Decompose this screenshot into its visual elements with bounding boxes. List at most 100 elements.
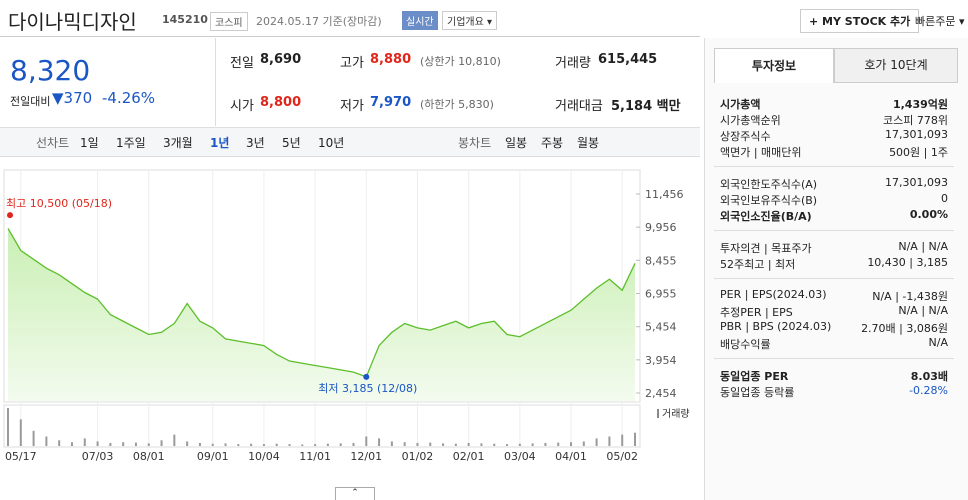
period-tab[interactable]: 3년: [246, 136, 265, 150]
info-value: 17,301,093: [885, 128, 948, 141]
volume-bar: [109, 442, 112, 446]
company-label: 기업개요: [447, 17, 484, 28]
info-label: 상장주식수: [720, 130, 771, 143]
divider: [0, 36, 700, 37]
period-tab[interactable]: 5년: [282, 136, 301, 150]
volume-bar: [557, 442, 560, 446]
market-badge: 코스피: [210, 12, 248, 31]
x-tick-label: 05/17: [5, 450, 37, 463]
volume-bar: [262, 444, 265, 446]
info-value: 0: [941, 192, 948, 205]
x-tick-label: 12/01: [350, 450, 382, 463]
section-divider: [714, 166, 954, 167]
volume-bar: [595, 438, 598, 446]
volume-bar: [403, 442, 406, 446]
info-value: 2.70배 | 3,086원: [861, 322, 948, 335]
volume-bar: [160, 440, 163, 446]
low-marker: [363, 373, 370, 380]
info-label: 추정PER | EPS: [720, 306, 793, 319]
period-tab[interactable]: 1년: [210, 136, 230, 150]
info-label: 시가총액순위: [720, 114, 781, 127]
volume-bar: [45, 436, 48, 446]
info-row: PER | EPS(2024.03) N/A | -1,438원: [714, 288, 954, 304]
stat-label: 거래대금: [555, 99, 603, 114]
change: ▼370: [52, 89, 93, 107]
y-tick-label: 3,954: [645, 354, 677, 367]
volume-bar: [429, 442, 432, 446]
side-tab[interactable]: 호가 10단계: [834, 48, 958, 83]
info-row: 배당수익률 N/A: [714, 336, 954, 352]
volume-bar: [442, 443, 445, 446]
stat-extra: (하한가 5,830): [420, 98, 494, 111]
volume-bar: [173, 434, 176, 446]
info-label: 투자의견 | 목표주가: [720, 242, 812, 255]
stat-label: 거래량: [555, 56, 591, 71]
info-value: 500원 | 1주: [889, 146, 948, 159]
x-tick-label: 07/03: [82, 450, 114, 463]
volume-bar: [250, 443, 253, 446]
info-row: PBR | BPS (2024.03) 2.70배 | 3,086원: [714, 320, 954, 336]
x-tick-label: 09/01: [197, 450, 229, 463]
volume-bar: [570, 442, 573, 446]
x-tick-label: 02/01: [453, 450, 485, 463]
low-label: 최저 3,185 (12/08): [318, 382, 417, 395]
volume-bar: [134, 442, 137, 446]
info-value: N/A | N/A: [898, 240, 948, 253]
volume-frame: [3, 404, 641, 448]
info-row: 추정PER | EPS N/A | N/A: [714, 304, 954, 320]
y-tick-label: 8,455: [645, 254, 677, 267]
info-label: 외국인소진율(B/A): [720, 210, 812, 223]
x-tick-label: 10/04: [248, 450, 280, 463]
stat-value: 5,184 백만: [611, 99, 681, 114]
stat-value: 615,445: [598, 52, 658, 67]
side-tab[interactable]: 투자정보: [714, 48, 834, 83]
candle-tab[interactable]: 월봉: [577, 136, 600, 150]
price-line: [7, 228, 636, 378]
volume-bar: [608, 436, 611, 446]
volume-bar: [493, 443, 496, 446]
info-label: 배당수익률: [720, 338, 771, 351]
tab-bar: [0, 127, 700, 157]
volume-bar: [544, 442, 547, 446]
collapse-button[interactable]: ⌃: [335, 487, 375, 500]
chart-frame: [3, 169, 641, 403]
volume-bar: [339, 443, 342, 446]
volume-bar: [531, 443, 534, 446]
volume-bar: [198, 442, 201, 446]
area: [8, 228, 635, 401]
info-row: 투자의견 | 목표주가 N/A | N/A: [714, 240, 954, 256]
period-tab[interactable]: 1주일: [116, 136, 146, 150]
realtime-badge[interactable]: 실시간: [402, 11, 438, 30]
period-tab[interactable]: 10년: [318, 136, 345, 150]
candle-tab[interactable]: 일봉: [505, 136, 528, 150]
stock-name: 다이나믹디자인: [8, 10, 137, 34]
date: 2024.05.17 기준(장마감): [256, 15, 382, 28]
volume-bar: [454, 443, 457, 446]
x-tick-label: 01/02: [402, 450, 434, 463]
info-row: 시가총액 1,439억원: [714, 96, 954, 112]
volume-bar: [352, 442, 355, 446]
x-tick-label: 11/01: [299, 450, 331, 463]
quick-order[interactable]: 빠른주문 ▾: [915, 15, 965, 28]
volume-bar: [96, 441, 99, 446]
info-value: 17,301,093: [885, 176, 948, 189]
period-tab[interactable]: 1일: [80, 136, 99, 150]
volume-bar: [326, 443, 329, 446]
info-row: 동일업종 등락률 -0.28%: [714, 384, 954, 400]
stat-label: 시가: [230, 99, 254, 114]
company-button[interactable]: 기업개요 ▾: [442, 11, 498, 30]
volume-bar: [506, 444, 509, 446]
stat-value: 8,880: [370, 52, 412, 67]
x-tick-label: 08/01: [133, 450, 165, 463]
x-tick-label: 03/04: [504, 450, 536, 463]
period-tab[interactable]: 3개월: [163, 136, 193, 150]
volume-label: 거래량: [662, 408, 690, 420]
stat-extra: (상한가 10,810): [420, 55, 501, 68]
candle-tab[interactable]: 주봉: [541, 136, 564, 150]
volume-bar: [237, 444, 240, 446]
price-box: [0, 38, 216, 126]
mystock-button[interactable]: + MY STOCK 추가: [800, 9, 920, 33]
side-content: 투자정보 호가 10단계 시가총액 1,439억원 시가총액순위 코스피 778위 상장주식…: [714, 48, 958, 498]
stat-value: 7,970: [370, 95, 412, 110]
